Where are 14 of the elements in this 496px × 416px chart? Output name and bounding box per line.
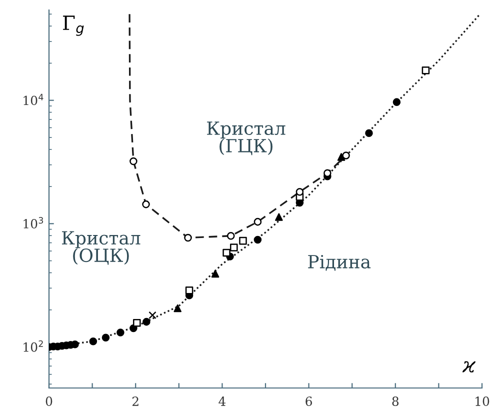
y-tick-label: 10$^{3}$ [24,217,44,228]
y-tick-label: 10$^{2}$ [24,340,43,352]
annotation: Кристал (ОЦК) [62,231,140,265]
x-axis-title: ϰ [462,361,476,372]
x-tick-label: 8 [392,396,399,406]
y-tick-label: 10$^{4}$ [24,94,44,106]
x-tick-label: 0 [46,396,52,406]
x-tick-label: 2 [132,396,138,406]
x-tick-label: 4 [218,396,226,406]
y-axis-title: Γ$_{g}$ [63,16,84,36]
x-tick-label: 10 [476,396,490,406]
x-tick-label: 6 [306,396,312,406]
annotation: Рідина [308,254,371,271]
annotation: Кристал (ГЦК) [207,122,286,156]
